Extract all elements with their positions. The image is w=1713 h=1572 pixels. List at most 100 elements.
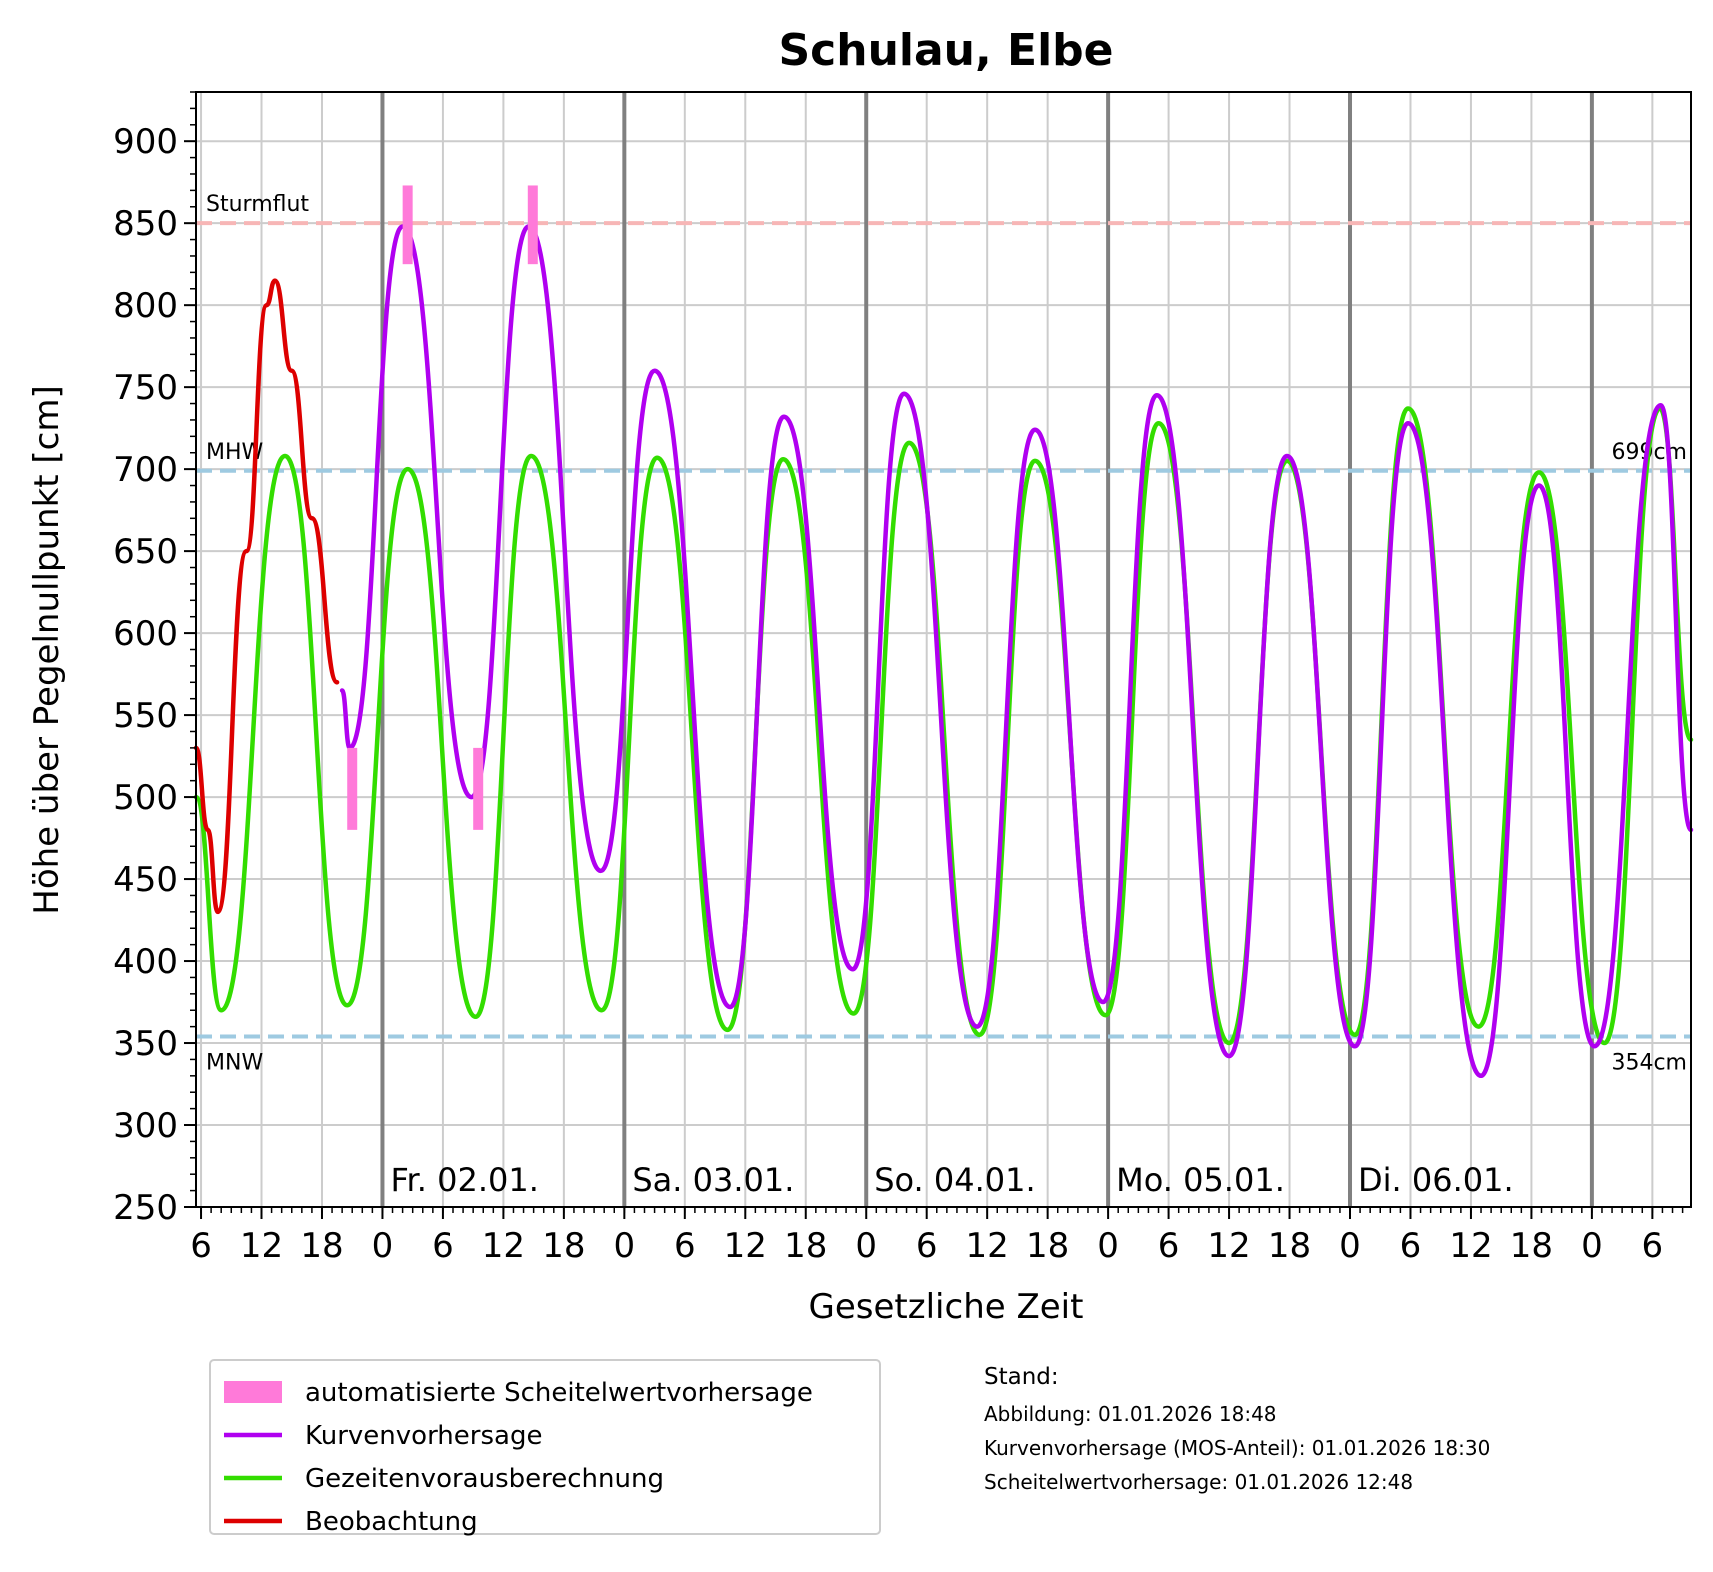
data-point bbox=[469, 795, 473, 799]
reference-label: Sturmflut bbox=[206, 192, 309, 217]
data-point bbox=[1285, 454, 1289, 458]
y-tick-label: 600 bbox=[113, 614, 178, 654]
data-point bbox=[1406, 421, 1410, 425]
x-tick-label: 12 bbox=[1207, 1226, 1250, 1266]
data-point bbox=[781, 457, 785, 461]
data-point bbox=[1659, 403, 1663, 407]
day-label: Fr. 02.01. bbox=[390, 1161, 538, 1199]
scheitelwert-mark bbox=[347, 747, 358, 830]
x-tick-label: 12 bbox=[482, 1226, 525, 1266]
data-point bbox=[1285, 459, 1289, 463]
data-point bbox=[1479, 1074, 1483, 1078]
x-tick-label: 18 bbox=[1026, 1226, 1069, 1266]
y-tick-label: 350 bbox=[113, 1024, 178, 1064]
x-tick-label: 18 bbox=[1268, 1226, 1311, 1266]
scheitelwert-mark bbox=[527, 185, 538, 265]
data-point bbox=[653, 369, 657, 373]
legend-label: Beobachtung bbox=[305, 1507, 478, 1537]
data-point bbox=[273, 279, 277, 283]
day-label: Sa. 03.01. bbox=[632, 1161, 794, 1199]
data-point bbox=[782, 415, 786, 419]
data-point bbox=[978, 1033, 982, 1037]
day-label: Di. 06.01. bbox=[1358, 1161, 1514, 1199]
day-label: Mo. 05.01. bbox=[1116, 1161, 1285, 1199]
data-point bbox=[406, 467, 410, 471]
data-point bbox=[1157, 421, 1161, 425]
series-line bbox=[193, 278, 340, 915]
chart-title: Schulau, Elbe bbox=[778, 25, 1113, 76]
data-point bbox=[529, 454, 533, 458]
y-tick-label: 500 bbox=[113, 778, 178, 818]
data-point bbox=[1033, 459, 1037, 463]
x-tick-label: 6 bbox=[1158, 1226, 1180, 1266]
data-point bbox=[1477, 1025, 1481, 1029]
data-point bbox=[726, 1028, 730, 1032]
legend-swatch bbox=[224, 1381, 282, 1403]
x-tick-label: 0 bbox=[1581, 1226, 1603, 1266]
stand-line: Abbildung: 01.01.2026 18:48 bbox=[984, 1402, 1277, 1426]
data-point bbox=[265, 303, 269, 307]
y-tick-label: 850 bbox=[113, 204, 178, 244]
reference-label: MNW bbox=[206, 1050, 263, 1075]
data-point bbox=[1592, 1044, 1596, 1048]
stand-line: Kurvenvorhersage (MOS-Anteil): 01.01.202… bbox=[984, 1436, 1490, 1460]
series-line bbox=[339, 224, 1694, 1079]
x-tick-label: 6 bbox=[432, 1226, 454, 1266]
data-point bbox=[244, 549, 248, 553]
data-point bbox=[851, 967, 855, 971]
x-tick-label: 6 bbox=[1642, 1226, 1664, 1266]
y-axis-label: Höhe über Pegelnullpunkt [cm] bbox=[27, 385, 67, 914]
legend-frame bbox=[209, 1359, 881, 1535]
legend: automatisierte Scheitelwertvorhersage Kur… bbox=[209, 1359, 881, 1537]
x-tick-label: 18 bbox=[1510, 1226, 1553, 1266]
x-tick-label: 0 bbox=[372, 1226, 394, 1266]
series bbox=[193, 224, 1694, 1079]
data-point bbox=[902, 392, 906, 396]
y-tick-label: 700 bbox=[113, 450, 178, 490]
data-point bbox=[1602, 1041, 1606, 1045]
data-point bbox=[1537, 484, 1541, 488]
data-point bbox=[1227, 1054, 1231, 1058]
day-labels: Fr. 02.01. Sa. 03.01. So. 04.01. Mo. 05.01.… bbox=[390, 1161, 1513, 1199]
data-point bbox=[340, 688, 344, 692]
x-tick-label: 6 bbox=[190, 1226, 212, 1266]
x-tick-label: 0 bbox=[855, 1226, 877, 1266]
data-point bbox=[1353, 1044, 1357, 1048]
data-point bbox=[1101, 1000, 1105, 1004]
data-point bbox=[1353, 1033, 1357, 1037]
scheitelwert-mark bbox=[402, 185, 413, 265]
legend-label: automatisierte Scheitelwertvorhersage bbox=[305, 1378, 813, 1408]
stand-info: Stand: Abbildung: 01.01.2026 18:48 Kurve… bbox=[984, 1364, 1490, 1494]
reference-value-label: 354cm bbox=[1611, 1050, 1687, 1075]
y-tick-label: 250 bbox=[113, 1188, 178, 1228]
data-point bbox=[219, 1008, 223, 1012]
data-point bbox=[1155, 393, 1159, 397]
data-point bbox=[216, 910, 220, 914]
x-tick-label: 12 bbox=[240, 1226, 283, 1266]
data-point bbox=[335, 680, 339, 684]
x-tick-label: 0 bbox=[614, 1226, 636, 1266]
x-tick-label: 6 bbox=[1400, 1226, 1422, 1266]
y-tick-label: 800 bbox=[113, 286, 178, 326]
data-point bbox=[310, 516, 314, 520]
y-tick-label: 750 bbox=[113, 368, 178, 408]
data-point bbox=[852, 1012, 856, 1016]
x-axis: 6 12 18 0 6 12 18 0 6 12 18 0 6 12 18 0 6 12 18 0 6 12 18 0 6 bbox=[190, 1207, 1684, 1266]
x-tick-label: 18 bbox=[542, 1226, 585, 1266]
x-tick-label: 12 bbox=[1449, 1226, 1492, 1266]
x-tick-label: 18 bbox=[300, 1226, 343, 1266]
x-tick-label: 0 bbox=[1097, 1226, 1119, 1266]
x-axis-label: Gesetzliche Zeit bbox=[809, 1287, 1084, 1327]
stand-heading: Stand: bbox=[984, 1364, 1059, 1390]
data-point bbox=[655, 456, 659, 460]
data-point bbox=[975, 1025, 979, 1029]
y-tick-label: 400 bbox=[113, 942, 178, 982]
data-point bbox=[1033, 428, 1037, 432]
x-tick-label: 12 bbox=[724, 1226, 767, 1266]
scheitelwert-marks bbox=[347, 185, 538, 830]
data-point bbox=[599, 869, 603, 873]
day-label: So. 04.01. bbox=[874, 1161, 1035, 1199]
x-tick-label: 6 bbox=[674, 1226, 696, 1266]
